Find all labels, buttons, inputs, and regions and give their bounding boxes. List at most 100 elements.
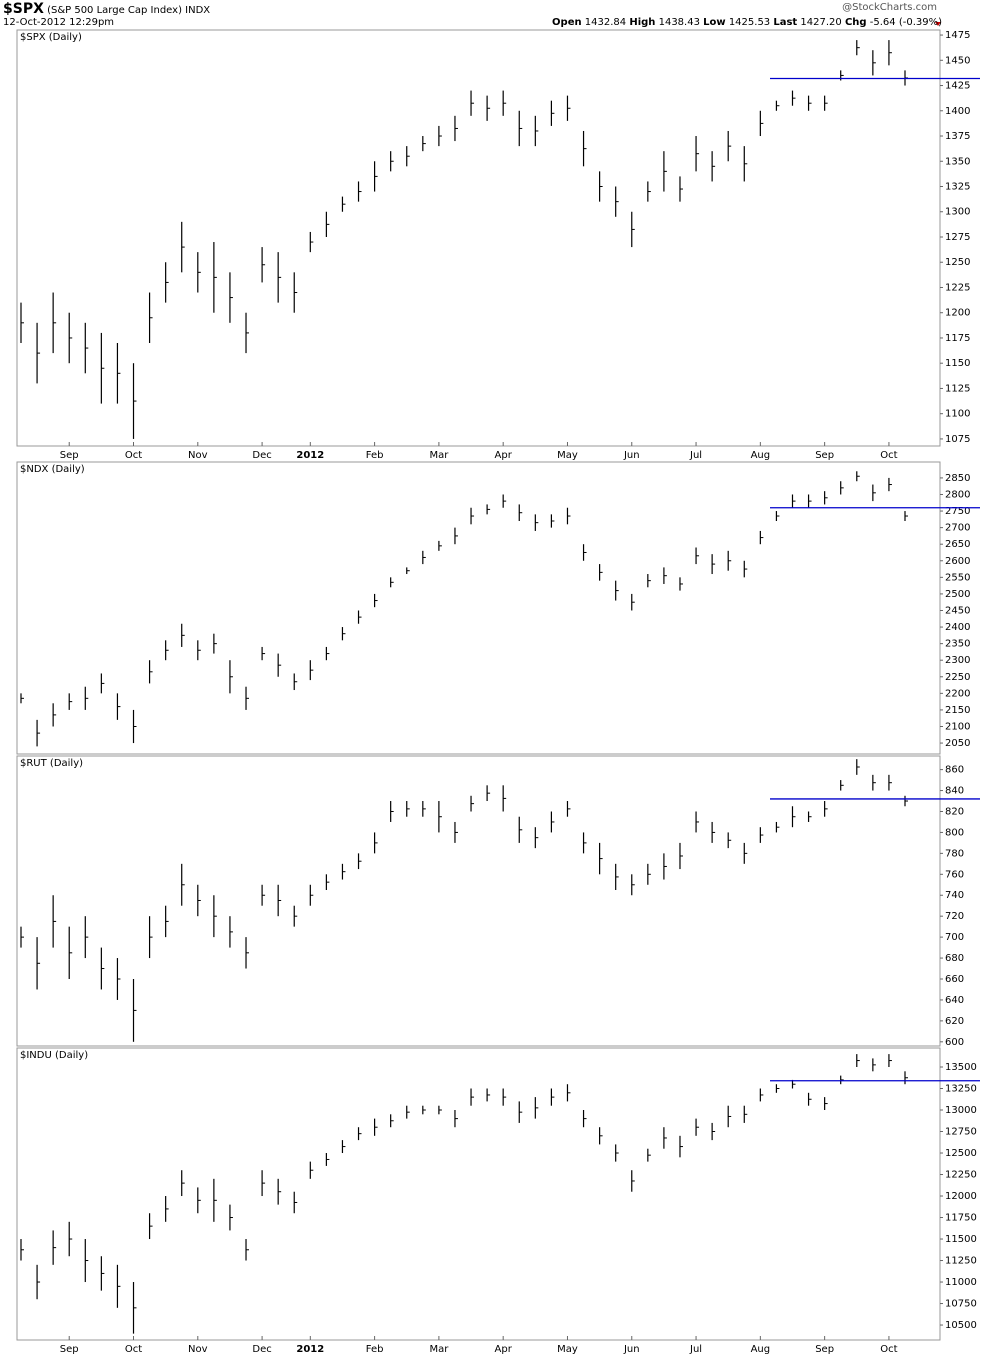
quote-value: 1438.43 bbox=[658, 17, 700, 28]
x-tick-label: Oct bbox=[125, 450, 142, 461]
x-tick-label: Apr bbox=[495, 1344, 513, 1355]
x-tick-label: Jun bbox=[623, 1344, 640, 1355]
x-tick-label: Oct bbox=[880, 1344, 897, 1355]
panel-frame bbox=[16, 755, 941, 1047]
index-name: (S&P 500 Large Cap Index) bbox=[47, 5, 182, 16]
y-tick-label: 800 bbox=[945, 827, 964, 838]
y-tick-label: 2600 bbox=[945, 556, 970, 567]
y-tick-label: 780 bbox=[945, 848, 964, 859]
y-tick-label: 1450 bbox=[945, 55, 970, 66]
y-tick-label: 2150 bbox=[945, 705, 970, 716]
y-tick-label: 600 bbox=[945, 1037, 964, 1048]
datetime: 12-Oct-2012 12:29pm bbox=[3, 17, 115, 28]
y-tick-label: 11000 bbox=[945, 1277, 977, 1288]
x-tick-label: Mar bbox=[429, 450, 449, 461]
y-tick-label: 1375 bbox=[945, 131, 970, 142]
x-tick-label: Sep bbox=[815, 450, 834, 461]
x-tick-label: Oct bbox=[125, 1344, 142, 1355]
header-title: $SPX (S&P 500 Large Cap Index) INDX bbox=[3, 1, 210, 17]
y-tick-label: 1425 bbox=[945, 81, 970, 92]
panel-frame bbox=[16, 29, 941, 447]
quote-label: Low bbox=[703, 17, 726, 28]
x-tick-label: Oct bbox=[880, 450, 897, 461]
y-tick-label: 2350 bbox=[945, 639, 970, 650]
y-tick-label: 2450 bbox=[945, 605, 970, 616]
y-tick-label: 620 bbox=[945, 1016, 964, 1027]
exchange: INDX bbox=[185, 5, 211, 16]
y-tick-label: 1175 bbox=[945, 333, 970, 344]
x-tick-label: Mar bbox=[429, 1344, 449, 1355]
y-tick-label: 12750 bbox=[945, 1127, 977, 1138]
y-tick-label: 1475 bbox=[945, 30, 970, 41]
x-tick-label: Nov bbox=[188, 1344, 208, 1355]
y-tick-label: 1325 bbox=[945, 182, 970, 193]
panel-title: $NDX (Daily) bbox=[20, 464, 85, 475]
y-tick-label: 2550 bbox=[945, 572, 970, 583]
y-tick-label: 13250 bbox=[945, 1084, 977, 1095]
y-tick-label: 12500 bbox=[945, 1148, 977, 1159]
y-tick-label: 2200 bbox=[945, 688, 970, 699]
y-tick-label: 1350 bbox=[945, 156, 970, 167]
credit: @StockCharts.com bbox=[842, 2, 937, 13]
y-tick-label: 11500 bbox=[945, 1234, 977, 1245]
y-tick-label: 680 bbox=[945, 953, 964, 964]
y-tick-label: 660 bbox=[945, 974, 964, 985]
x-tick-label: 2012 bbox=[296, 450, 324, 461]
x-tick-label: Apr bbox=[495, 450, 513, 461]
y-tick-label: 640 bbox=[945, 995, 964, 1006]
x-tick-label: May bbox=[557, 1344, 578, 1355]
y-tick-label: 2750 bbox=[945, 506, 970, 517]
x-tick-label: Dec bbox=[252, 450, 271, 461]
y-tick-label: 2100 bbox=[945, 721, 970, 732]
x-tick-label: 2012 bbox=[296, 1344, 324, 1355]
y-tick-label: 1125 bbox=[945, 383, 970, 394]
y-tick-label: 1075 bbox=[945, 434, 970, 445]
x-tick-label: Aug bbox=[751, 450, 771, 461]
quote-value: 1427.20 bbox=[800, 17, 842, 28]
y-tick-label: 2650 bbox=[945, 539, 970, 550]
x-tick-label: Sep bbox=[60, 450, 79, 461]
y-tick-label: 1250 bbox=[945, 257, 970, 268]
y-tick-label: 1300 bbox=[945, 207, 970, 218]
y-tick-label: 2850 bbox=[945, 473, 970, 484]
y-tick-label: 1400 bbox=[945, 106, 970, 117]
y-tick-label: 760 bbox=[945, 869, 964, 880]
quote-label: High bbox=[629, 17, 656, 28]
y-tick-label: 2300 bbox=[945, 655, 970, 666]
x-tick-label: Feb bbox=[366, 450, 384, 461]
y-tick-label: 2800 bbox=[945, 489, 970, 500]
quote-label: Open bbox=[552, 17, 582, 28]
x-tick-label: Jul bbox=[689, 450, 702, 461]
y-tick-label: 2500 bbox=[945, 589, 970, 600]
x-tick-label: Sep bbox=[815, 1344, 834, 1355]
x-tick-label: May bbox=[557, 450, 578, 461]
y-tick-label: 2700 bbox=[945, 523, 970, 534]
y-tick-label: 13500 bbox=[945, 1062, 977, 1073]
y-tick-label: 2250 bbox=[945, 672, 970, 683]
down-arrow bbox=[935, 22, 941, 26]
y-tick-label: 1225 bbox=[945, 282, 970, 293]
y-tick-label: 740 bbox=[945, 890, 964, 901]
x-tick-label: Aug bbox=[751, 1344, 771, 1355]
x-tick-label: Feb bbox=[366, 1344, 384, 1355]
quote-label: Chg bbox=[844, 17, 867, 28]
x-tick-label: Nov bbox=[188, 450, 208, 461]
y-tick-label: 13000 bbox=[945, 1105, 977, 1116]
y-tick-label: 1200 bbox=[945, 308, 970, 319]
y-tick-label: 700 bbox=[945, 932, 964, 943]
quote-value: -5.64 (-0.39%) bbox=[869, 17, 942, 28]
quote-label: Last bbox=[773, 17, 798, 28]
y-tick-label: 10500 bbox=[945, 1320, 977, 1331]
y-tick-label: 720 bbox=[945, 911, 964, 922]
y-tick-label: 860 bbox=[945, 765, 964, 776]
y-tick-label: 12000 bbox=[945, 1191, 977, 1202]
y-tick-label: 12250 bbox=[945, 1170, 977, 1181]
y-tick-label: 1100 bbox=[945, 409, 970, 420]
y-tick-label: 840 bbox=[945, 786, 964, 797]
x-tick-label: Dec bbox=[252, 1344, 271, 1355]
panel-frame bbox=[16, 461, 941, 755]
x-tick-label: Sep bbox=[60, 1344, 79, 1355]
y-tick-label: 10750 bbox=[945, 1299, 977, 1310]
